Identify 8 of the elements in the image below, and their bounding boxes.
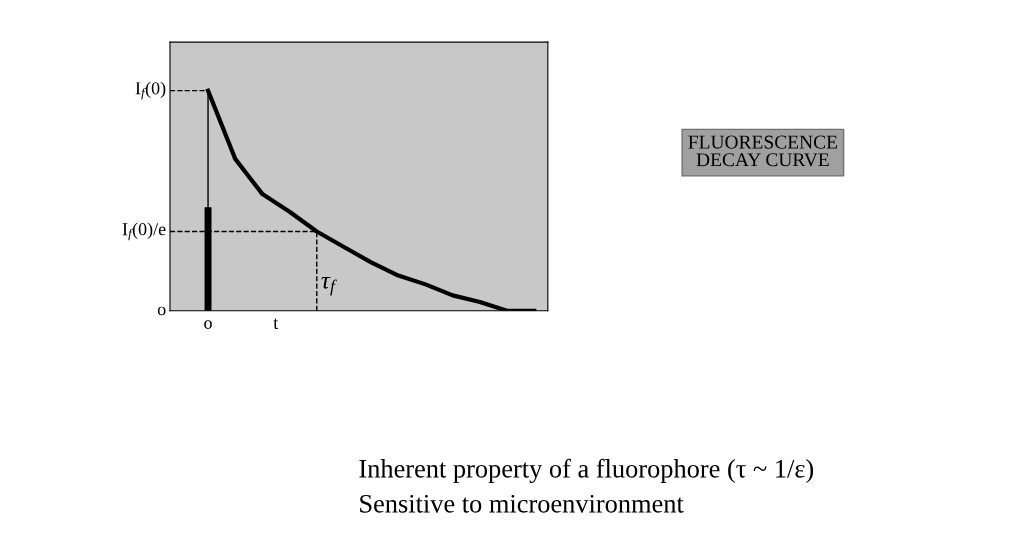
annotation: τ$_{f}$ — [321, 276, 337, 296]
text: o — [157, 306, 166, 316]
ref-line-label: I$_{f}$(0)/e — [122, 222, 166, 241]
x-axis-title: t — [273, 318, 279, 329]
ref-line-label: I$_{f}$(0) — [135, 81, 166, 100]
text: FLUORESCENCE DECAY CURVE — [688, 135, 837, 167]
text: Inherent property of a fluorophore (τ ~ 1/ε) Sensitive to microenvironment — [359, 458, 814, 513]
text: o — [204, 320, 212, 329]
